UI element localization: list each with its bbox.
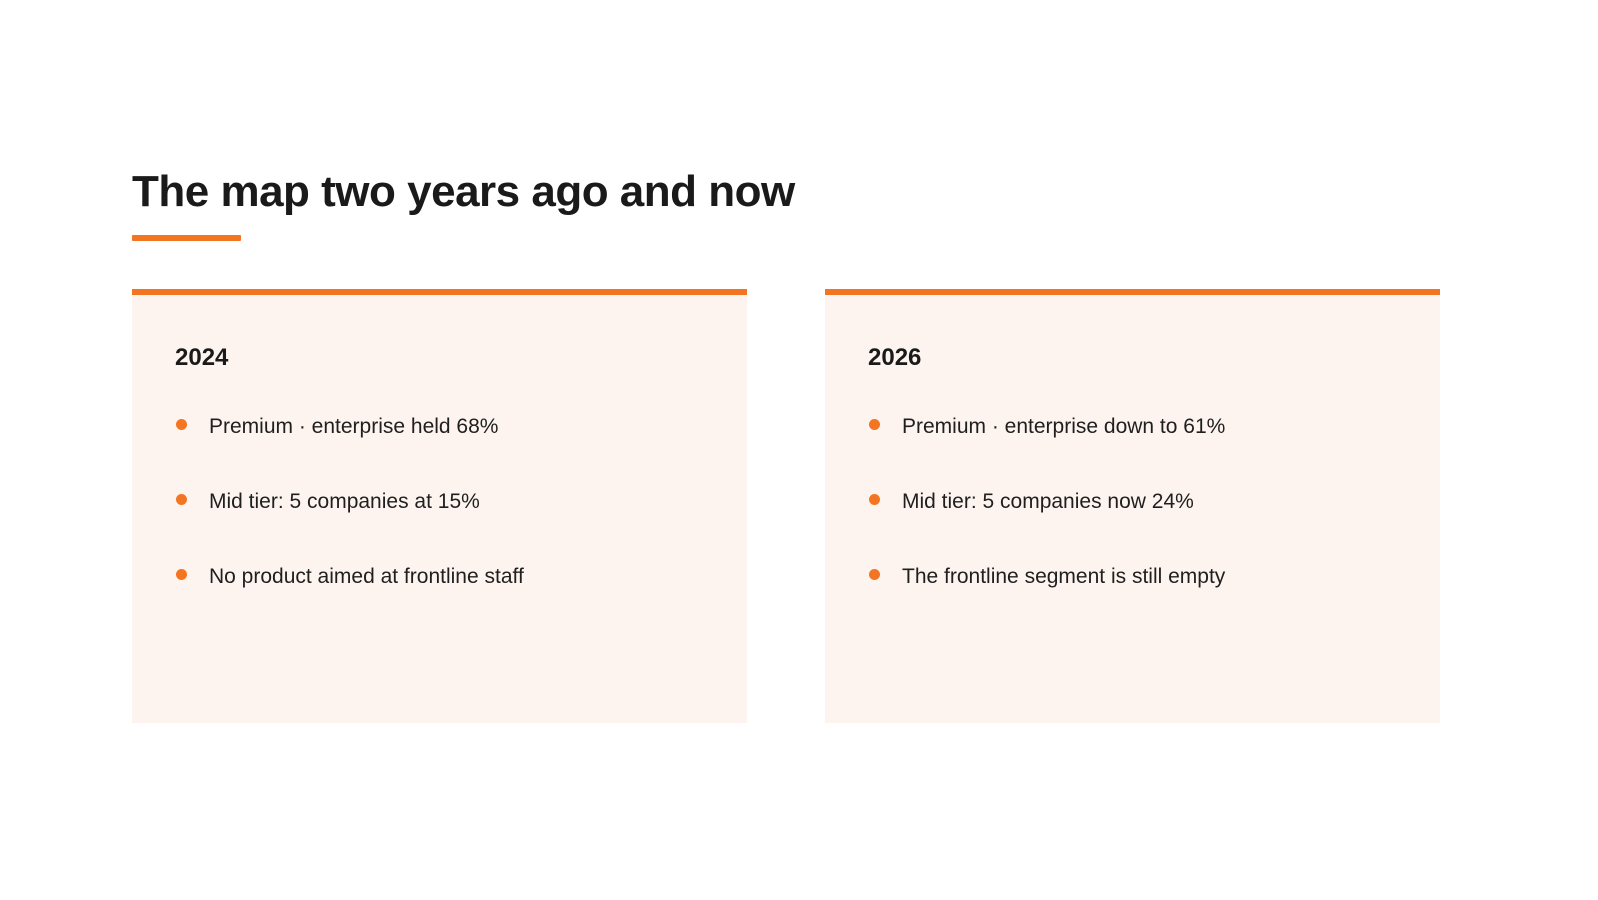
- card-2026: 2026 Premium · enterprise down to 61% Mi…: [825, 289, 1440, 723]
- card-year: 2024: [175, 344, 229, 371]
- bullet-dot-icon: [869, 494, 880, 505]
- bullet-item: No product aimed at frontline staff: [175, 563, 524, 638]
- card-top-bar: [132, 289, 747, 295]
- bullet-dot-icon: [176, 569, 187, 580]
- card-top-bar: [825, 289, 1440, 295]
- bullet-text: Mid tier: 5 companies at 15%: [209, 490, 480, 513]
- bullet-item: Mid tier: 5 companies now 24%: [868, 488, 1225, 563]
- card-year: 2026: [868, 344, 922, 371]
- bullet-item: Mid tier: 5 companies at 15%: [175, 488, 524, 563]
- bullet-dot-icon: [176, 419, 187, 430]
- bullet-dot-icon: [869, 419, 880, 430]
- bullet-text: No product aimed at frontline staff: [209, 565, 524, 588]
- card-2024: 2024 Premium · enterprise held 68% Mid t…: [132, 289, 747, 723]
- bullet-text: Premium · enterprise down to 61%: [902, 415, 1226, 438]
- bullet-text: The frontline segment is still empty: [902, 565, 1226, 588]
- bullet-list: Premium · enterprise down to 61% Mid tie…: [868, 413, 1225, 638]
- bullet-text: Premium · enterprise held 68%: [209, 415, 499, 438]
- title-underline: [132, 235, 241, 241]
- bullet-dot-icon: [176, 494, 187, 505]
- bullet-item: Premium · enterprise down to 61%: [868, 413, 1225, 488]
- bullet-list: Premium · enterprise held 68% Mid tier: …: [175, 413, 524, 638]
- bullet-item: The frontline segment is still empty: [868, 563, 1225, 638]
- bullet-item: Premium · enterprise held 68%: [175, 413, 524, 488]
- slide-title: The map two years ago and now: [132, 167, 795, 216]
- bullet-text: Mid tier: 5 companies now 24%: [902, 490, 1194, 513]
- bullet-dot-icon: [869, 569, 880, 580]
